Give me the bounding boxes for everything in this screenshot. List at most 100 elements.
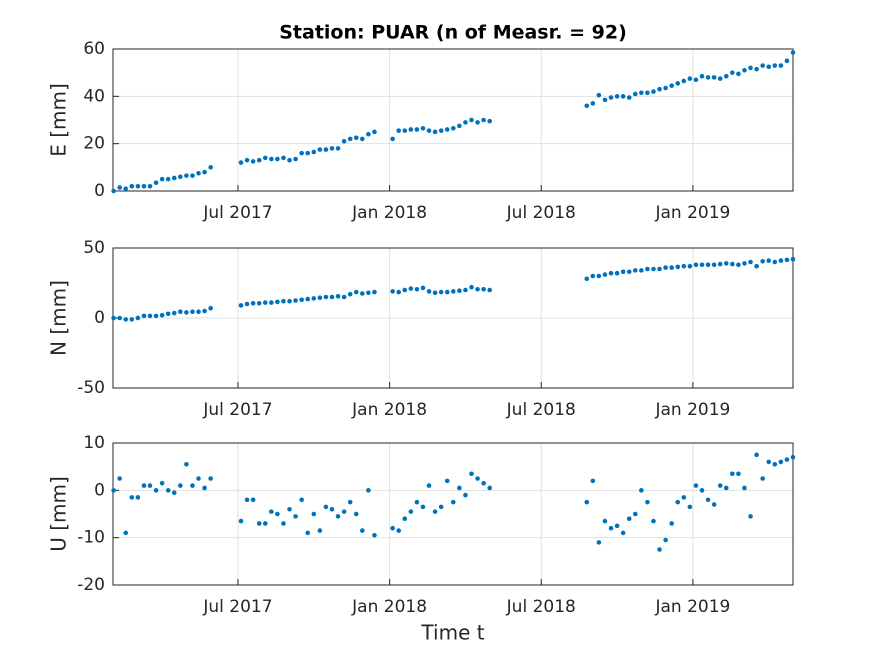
data-point <box>639 90 644 96</box>
data-point <box>784 457 790 462</box>
data-point <box>790 256 796 262</box>
data-point <box>420 285 426 291</box>
data-point <box>675 264 681 270</box>
data-point <box>469 471 474 477</box>
data-point <box>408 286 414 291</box>
x-tick-label: Jul 2018 <box>506 203 576 223</box>
data-point <box>208 476 213 481</box>
data-point <box>147 483 153 488</box>
data-point <box>353 289 359 295</box>
data-point <box>645 90 650 96</box>
data-point <box>711 502 717 507</box>
data-point <box>693 483 699 488</box>
data-point <box>742 261 747 266</box>
data-point <box>159 176 165 182</box>
data-point <box>414 287 420 292</box>
data-point <box>408 509 414 514</box>
data-point <box>347 291 353 297</box>
data-point <box>323 147 329 152</box>
x-tick-label: Jan 2019 <box>654 400 730 420</box>
data-point <box>171 490 177 496</box>
data-point <box>626 516 632 522</box>
x-tick-label: Jul 2017 <box>202 203 272 223</box>
data-point <box>469 117 474 123</box>
data-point <box>147 313 153 319</box>
data-point <box>438 504 444 510</box>
data-point <box>626 95 632 100</box>
data-point <box>705 75 711 80</box>
data-point <box>687 76 693 81</box>
data-point <box>269 156 274 162</box>
data-point <box>190 309 195 315</box>
data-point <box>778 63 784 68</box>
data-point <box>645 266 650 272</box>
data-point <box>141 483 147 488</box>
data-point <box>256 521 262 526</box>
data-point <box>657 547 662 552</box>
data-point <box>171 175 177 181</box>
data-point <box>639 488 644 493</box>
data-point <box>760 259 765 264</box>
data-point <box>614 523 620 529</box>
data-point <box>663 85 668 91</box>
data-point <box>760 476 765 481</box>
data-point <box>481 480 486 486</box>
data-point <box>153 488 159 493</box>
data-point <box>717 76 723 81</box>
data-point <box>699 262 705 268</box>
y-tick-label: 0 <box>94 308 105 328</box>
data-point <box>305 296 311 302</box>
x-tick-label: Jan 2018 <box>351 597 427 617</box>
data-point <box>584 499 590 505</box>
data-point <box>608 270 614 276</box>
data-point <box>590 273 596 279</box>
data-point <box>596 92 602 98</box>
data-point <box>111 188 116 194</box>
data-point <box>287 157 292 163</box>
data-point <box>184 462 189 467</box>
data-point <box>730 70 735 75</box>
data-point <box>766 258 772 263</box>
data-point <box>305 530 311 536</box>
data-point <box>736 262 741 268</box>
data-point <box>602 518 608 524</box>
data-point <box>408 127 414 132</box>
data-point <box>366 290 371 296</box>
data-point <box>699 488 705 493</box>
data-point <box>463 120 468 125</box>
data-point <box>281 298 286 304</box>
y-tick-label: 0 <box>94 480 105 500</box>
data-point <box>184 310 189 315</box>
data-point <box>736 471 741 477</box>
data-point <box>736 71 741 77</box>
data-point <box>165 488 171 493</box>
data-point <box>420 125 426 131</box>
y-tick-label: 60 <box>83 39 105 59</box>
data-point <box>414 499 420 505</box>
data-point <box>190 173 195 178</box>
data-point <box>341 139 347 144</box>
data-point <box>596 273 602 279</box>
data-point <box>699 73 705 79</box>
data-point <box>687 504 693 510</box>
data-point <box>256 301 262 306</box>
data-point <box>135 495 141 500</box>
data-point <box>360 528 365 533</box>
data-point <box>202 169 207 175</box>
data-point <box>632 91 638 97</box>
x-tick-label: Jan 2018 <box>351 203 427 223</box>
data-point <box>165 176 171 182</box>
data-point <box>475 476 480 481</box>
data-point <box>754 452 759 458</box>
data-point <box>366 131 371 137</box>
data-point <box>602 272 608 277</box>
y-tick-label: 20 <box>83 134 105 154</box>
data-point <box>293 514 298 519</box>
y-tick-label: 0 <box>94 181 105 201</box>
data-point <box>299 497 304 503</box>
data-point <box>196 476 201 481</box>
data-point <box>311 511 317 517</box>
data-point <box>681 78 687 84</box>
data-point <box>123 530 129 536</box>
